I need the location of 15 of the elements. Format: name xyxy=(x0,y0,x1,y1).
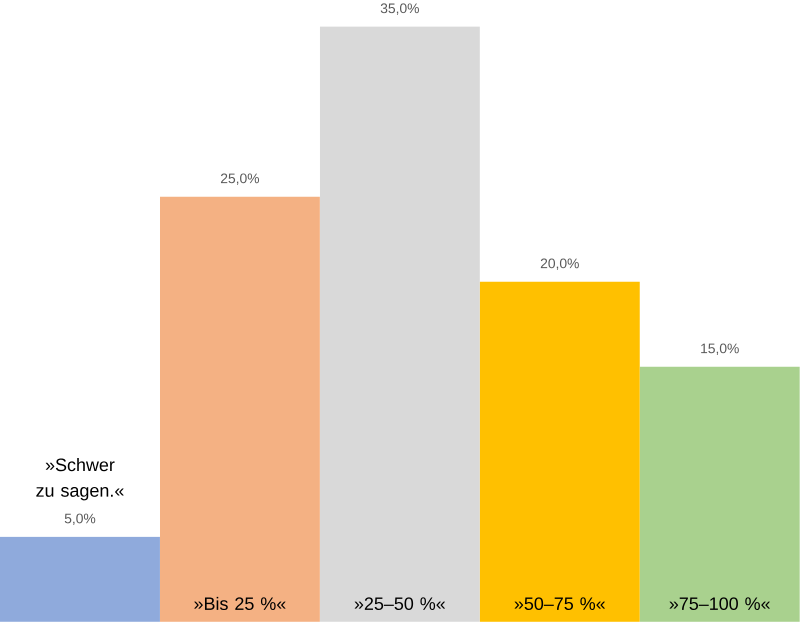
x-tick-label: »50–75 %« xyxy=(514,597,605,610)
bar xyxy=(320,26,480,622)
bar xyxy=(640,366,800,622)
data-label: 25,0% xyxy=(220,174,260,185)
x-tick-label: »25–50 %« xyxy=(354,597,445,610)
data-label: 35,0% xyxy=(380,3,419,15)
bar xyxy=(160,196,320,622)
data-label: 20,0% xyxy=(540,258,579,270)
x-tick-label: »75–100 %« xyxy=(670,597,770,610)
x-tick-label: »Schwer zu sagen.« xyxy=(36,458,124,500)
data-label: 5,0% xyxy=(64,514,96,526)
bar xyxy=(0,536,160,622)
x-tick-label: »Bis 25 %« xyxy=(194,596,286,610)
bar xyxy=(480,282,640,622)
data-label: 15,0% xyxy=(701,344,739,356)
